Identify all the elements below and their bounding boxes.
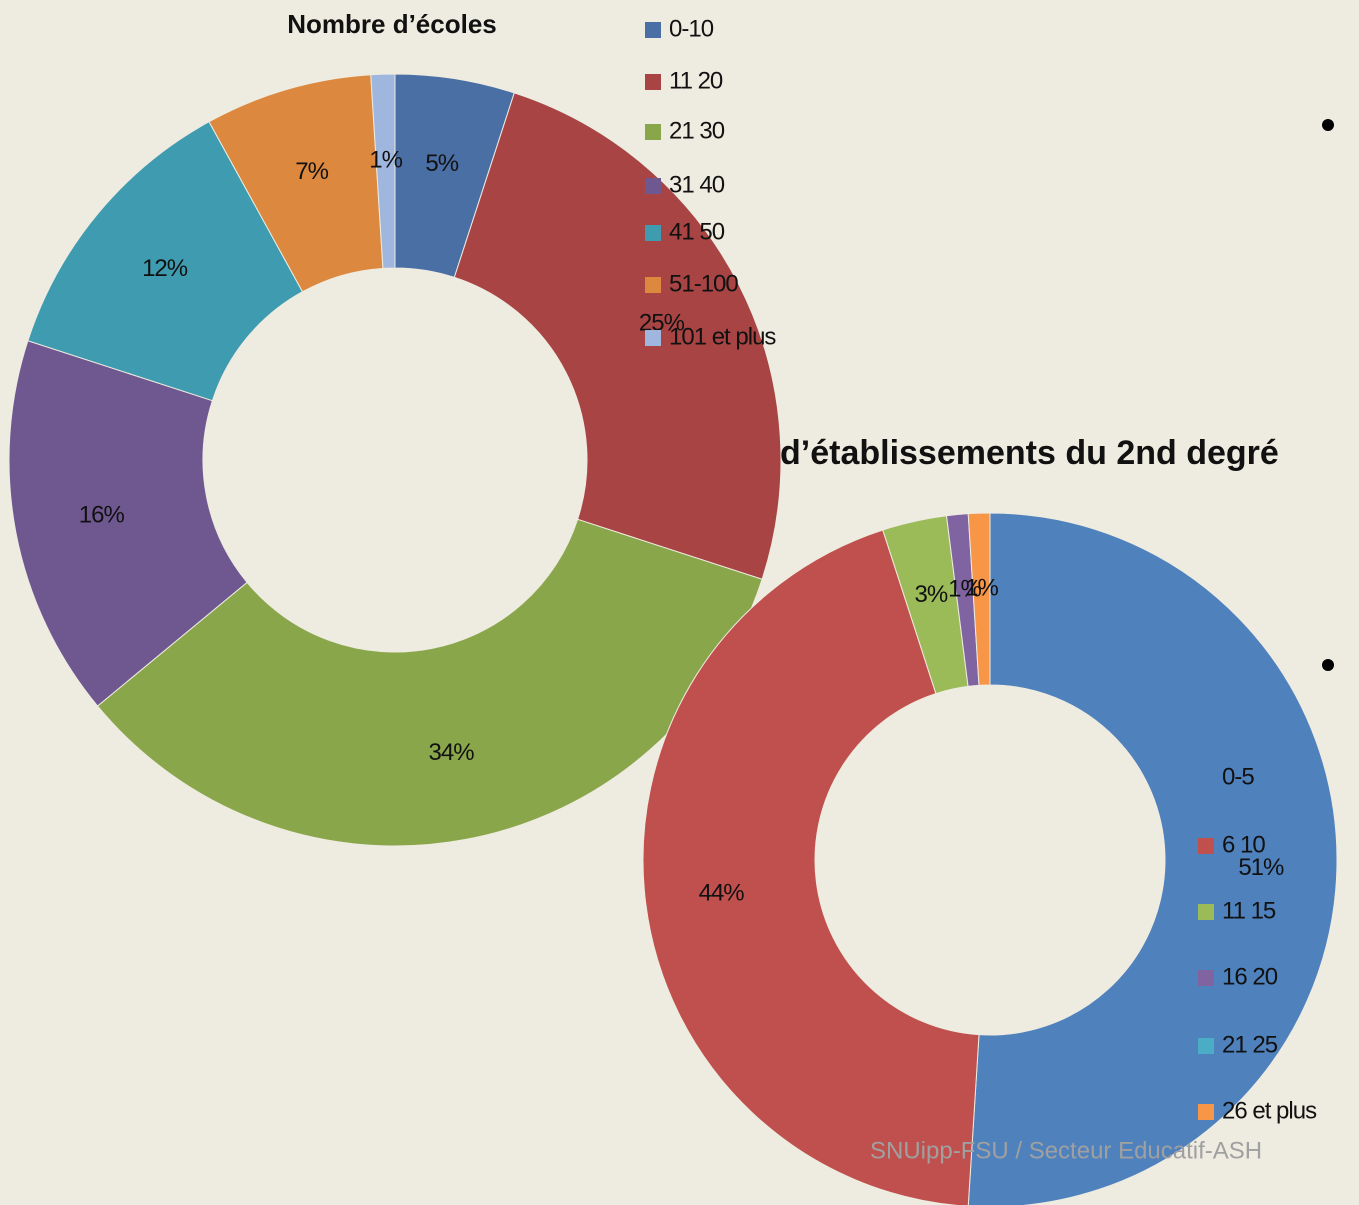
chart-title: Nombre d’écoles: [287, 9, 497, 39]
legend-label: 16 20: [1222, 963, 1278, 990]
data-label: 12%: [142, 255, 188, 282]
data-label: 16%: [79, 501, 125, 528]
legend-label: 11 15: [1222, 897, 1276, 924]
donut-slice: [453, 92, 782, 580]
donut-slice: [370, 73, 396, 269]
data-label: 51%: [1238, 854, 1284, 881]
legend-label: 31 40: [669, 171, 725, 198]
legend-label: 101 et plus: [669, 323, 776, 350]
legend-swatch: [1198, 1104, 1214, 1120]
legend-swatch: [645, 22, 661, 38]
legend-swatch: [645, 178, 661, 194]
data-label: 44%: [699, 879, 745, 906]
legend-swatch: [1198, 770, 1214, 786]
bullet: [1322, 119, 1334, 131]
data-label: 7%: [295, 158, 328, 185]
legend-label: 6 10: [1222, 831, 1265, 858]
legend-label: 11 20: [669, 67, 723, 94]
donut-slice: [96, 518, 763, 847]
data-label: 34%: [429, 739, 475, 766]
donut-slice: [967, 512, 991, 686]
legend-label: 0-5: [1222, 763, 1254, 790]
footer: SNUipp-FSU / Secteur Educatif-ASH: [870, 1137, 1262, 1164]
legend-label: 0-10: [669, 15, 714, 42]
legend-swatch: [645, 74, 661, 90]
data-label: 5%: [425, 150, 458, 177]
donut-slice: [967, 512, 1338, 1205]
donut-slice: [642, 529, 980, 1205]
legend-label: 41 50: [669, 218, 725, 245]
legend-swatch: [1198, 904, 1214, 920]
bullet: [1322, 659, 1334, 671]
data-label: 1%: [369, 146, 402, 173]
legend-label: 21 30: [669, 117, 725, 144]
legend-label: 21 25: [1222, 1031, 1278, 1058]
legend-swatch: [1198, 970, 1214, 986]
donut-slice: [8, 340, 248, 707]
donut-slice: [27, 121, 304, 402]
legend-swatch: [1198, 838, 1214, 854]
legend-label: 26 et plus: [1222, 1097, 1317, 1124]
legend-swatch: [645, 330, 661, 346]
legend-swatch: [645, 277, 661, 293]
legend-swatch: [1198, 1038, 1214, 1054]
chart-title: d’établissements du 2nd degré: [780, 434, 1279, 472]
data-label: 3%: [915, 581, 948, 608]
legend-swatch: [645, 124, 661, 140]
legend-swatch: [645, 225, 661, 241]
data-label: 1%: [965, 574, 998, 601]
legend-label: 51-100: [669, 270, 738, 297]
data-label: 1%: [948, 576, 981, 603]
